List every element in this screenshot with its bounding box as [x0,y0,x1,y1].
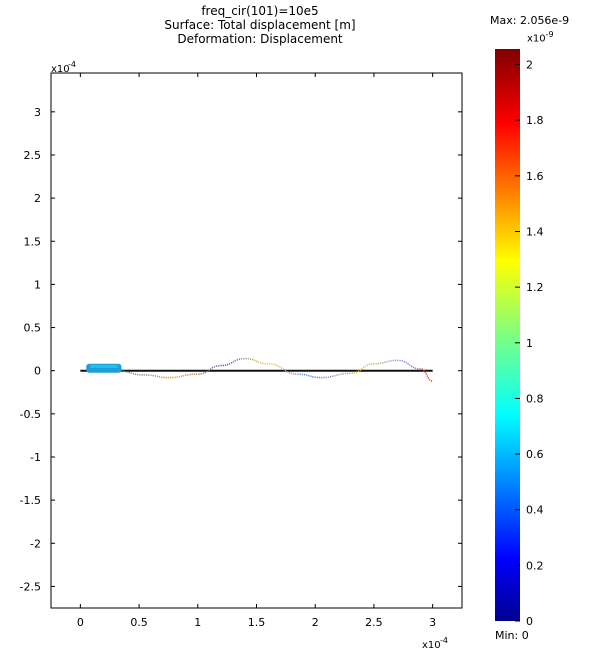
colorbar-tick-label: 1.6 [526,170,544,183]
y-axis-multiplier: x10-4 [51,60,76,75]
y-axis-ticks: 3 2.5 2 1.5 1 0.5 0 -0.5 -1 -1.5 -2 -2.5 [20,106,462,593]
colorbar-tick-label: 1.8 [526,114,544,127]
y-axis-multiplier-power: -4 [68,60,76,69]
y-tick-label: 0.5 [24,322,42,335]
y-tick-label: -2 [30,537,41,550]
plot-frame [50,72,463,609]
colorbar-exponent-base: x10 [527,33,546,45]
plot-title: freq_cir(101)=10e5 Surface: Total displa… [55,4,465,46]
y-tick-label: 2 [34,192,41,205]
y-tick-label: -1 [30,451,41,464]
y-tick-label: 0 [34,365,41,378]
y-tick-label: 3 [34,106,41,119]
colorbar-tick-label: 0.6 [526,448,544,461]
x-tick-label: 1.5 [248,616,266,629]
y-tick-label: -2.5 [20,580,41,593]
colorbar-tick-label: 1.4 [526,226,544,239]
colorbar-tick-label: 1.2 [526,281,544,294]
colorbar-exponent-power: -9 [545,30,554,39]
colorbar-ticks: 0 0.2 0.4 0.6 0.8 1 1.2 1.4 1.6 1.8 2 [515,59,544,628]
x-tick-label: 1 [194,616,201,629]
colorbar [495,49,520,621]
title-line-3: Deformation: Displacement [177,32,343,46]
x-axis-multiplier-power: -4 [440,636,448,645]
y-tick-label: 1 [34,278,41,291]
colorbar-tick-label: 0.4 [526,504,544,517]
y-tick-label: 2.5 [24,149,42,162]
x-axis-multiplier: x10 -4 [422,636,448,650]
y-tick-label: 1.5 [24,235,42,248]
source-blob-highlight [90,364,118,368]
y-axis-multiplier-label: x10 [51,64,70,75]
colorbar-min-label: Min: 0 [495,629,529,642]
title-line-2: Surface: Total displacement [m] [164,18,356,32]
y-tick-label: -0.5 [20,408,41,421]
x-tick-label: 3 [429,616,436,629]
x-axis-ticks: 0 0.5 1 1.5 2 2.5 3 [77,73,436,629]
x-tick-label: 0 [77,616,84,629]
x-axis-multiplier-label: x10 [422,640,441,650]
colorbar-tick-label: 1 [526,337,533,350]
colorbar-tick-label: 2 [526,59,533,72]
plot-traces [80,357,433,382]
y-tick-label: -1.5 [20,494,41,507]
x-tick-label: 0.5 [130,616,148,629]
colorbar-tick-label: 0 [526,615,533,628]
colorbar-max-label: Max: 2.056e-9 [490,14,570,27]
x-tick-label: 2.5 [365,616,383,629]
colorbar-tick-label: 0.8 [526,392,544,405]
x-tick-label: 2 [312,616,319,629]
title-line-1: freq_cir(101)=10e5 [201,4,319,18]
colorbar-tick-label: 0.2 [526,559,544,572]
colorbar-exponent: x10-9 [527,30,554,44]
